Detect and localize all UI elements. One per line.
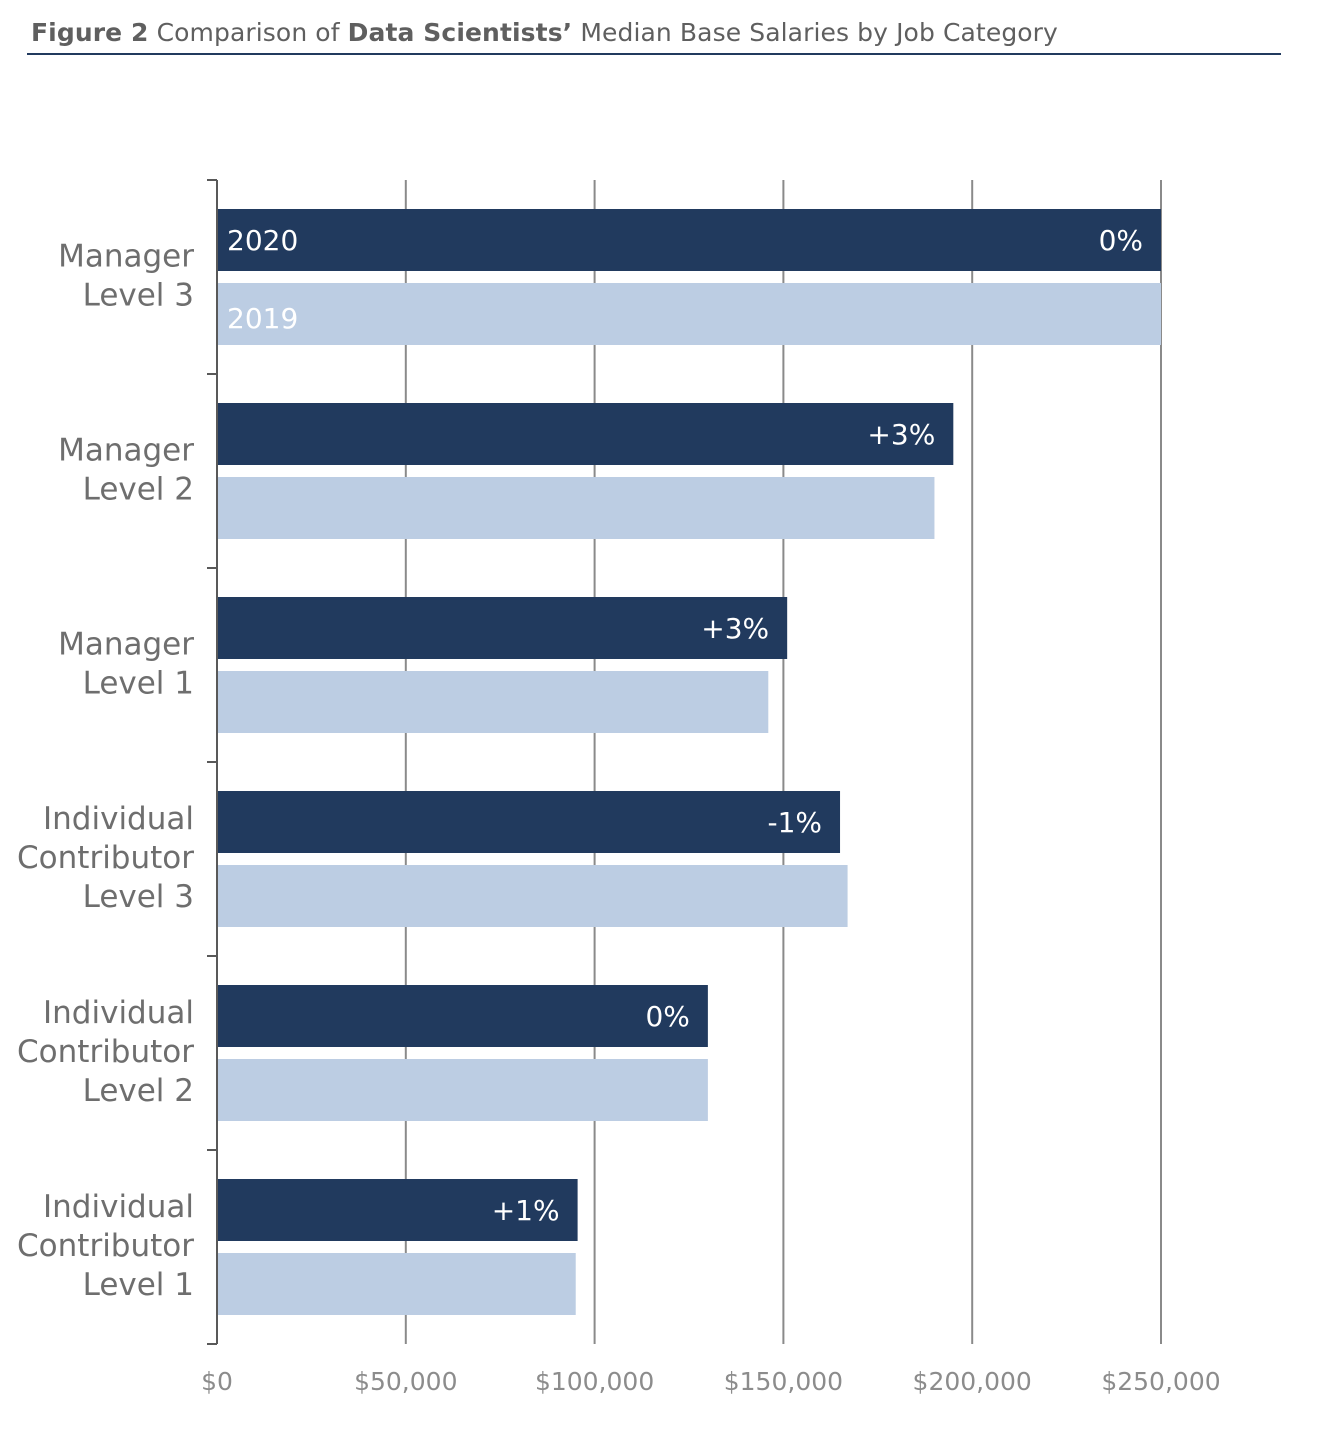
title-rule (27, 53, 1281, 55)
bar-2020 (217, 403, 954, 465)
category-label: Individual (43, 801, 194, 837)
bar-2020 (217, 209, 1161, 271)
category-label: Level 3 (83, 879, 194, 915)
bar-2019 (217, 671, 769, 733)
figure-title-suffix: Median Base Salaries by Job Category (572, 18, 1058, 47)
category-label: Manager (58, 627, 194, 663)
category-label: Contributor (17, 1228, 194, 1264)
category-label: Level 1 (83, 1267, 194, 1303)
category-label: Level 2 (83, 1073, 194, 1109)
gridlines (404, 180, 1162, 1344)
x-tick-labels: $0 $50,000 $100,000 $150,000 $200,000 $250,00… (201, 1367, 1221, 1396)
figure-title-text: Comparison of (148, 18, 348, 47)
series-label-2019: 2019 (227, 302, 298, 335)
change-label: 0% (1099, 224, 1143, 257)
change-label: -1% (768, 806, 823, 839)
category-label: Level 2 (83, 472, 194, 508)
category-label: Manager (58, 239, 194, 275)
bar-2019 (217, 283, 1161, 345)
figure-title-bold: Data Scientists’ (347, 18, 573, 47)
figure-number: Figure 2 (31, 18, 149, 47)
x-tick-label: $200,000 (913, 1367, 1032, 1396)
change-label: 0% (645, 1000, 689, 1033)
bar-2019 (217, 865, 848, 927)
bars: 0% 2020 2019 +3% +3% -1% 0% +1% (217, 209, 1161, 1315)
bar-2020 (217, 985, 708, 1047)
category-label: Contributor (17, 1034, 194, 1070)
x-tick-label: $100,000 (535, 1367, 654, 1396)
y-axis (207, 179, 218, 1345)
change-label: +1% (492, 1194, 560, 1227)
category-label: Individual (43, 1189, 194, 1225)
bar-2019 (217, 1059, 708, 1121)
x-tick-label: $250,000 (1101, 1367, 1220, 1396)
category-label: Individual (43, 995, 194, 1031)
bar-2019 (217, 477, 935, 539)
bar-2020 (217, 597, 788, 659)
change-label: +3% (867, 418, 935, 451)
x-tick-label: $0 (201, 1367, 233, 1396)
bar-2019 (217, 1253, 576, 1315)
figure-title: Figure 2 Comparison of Data Scientists’ … (31, 18, 1058, 47)
category-label: Level 3 (83, 278, 194, 314)
bar-2020 (217, 1179, 578, 1241)
category-label: Manager (58, 433, 194, 469)
category-label: Level 1 (83, 666, 194, 702)
x-tick-label: $150,000 (724, 1367, 843, 1396)
x-tick-label: $50,000 (354, 1367, 457, 1396)
change-label: +3% (701, 612, 769, 645)
series-label-2020: 2020 (227, 224, 298, 257)
category-label: Contributor (17, 840, 194, 876)
bar-2020 (217, 791, 841, 853)
